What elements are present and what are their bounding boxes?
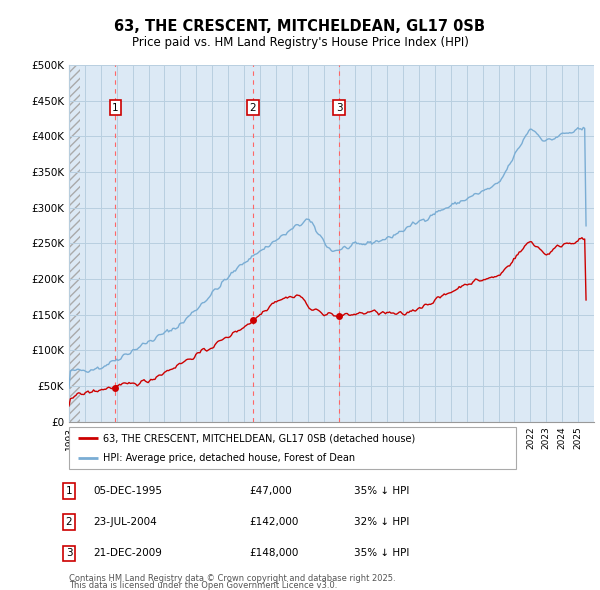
Text: 05-DEC-1995: 05-DEC-1995 — [93, 486, 162, 496]
Text: 63, THE CRESCENT, MITCHELDEAN, GL17 0SB: 63, THE CRESCENT, MITCHELDEAN, GL17 0SB — [115, 19, 485, 34]
Text: 63, THE CRESCENT, MITCHELDEAN, GL17 0SB (detached house): 63, THE CRESCENT, MITCHELDEAN, GL17 0SB … — [103, 433, 415, 443]
Text: 2: 2 — [65, 517, 73, 527]
Text: 1: 1 — [112, 103, 119, 113]
Point — [248, 316, 257, 325]
Text: £142,000: £142,000 — [249, 517, 298, 527]
Text: 35% ↓ HPI: 35% ↓ HPI — [354, 486, 409, 496]
Text: 21-DEC-2009: 21-DEC-2009 — [93, 549, 162, 558]
Text: 35% ↓ HPI: 35% ↓ HPI — [354, 549, 409, 558]
Point — [334, 312, 344, 321]
FancyBboxPatch shape — [69, 427, 516, 469]
Bar — [69, 65, 80, 422]
Point — [110, 384, 120, 393]
Text: £47,000: £47,000 — [249, 486, 292, 496]
Text: Price paid vs. HM Land Registry's House Price Index (HPI): Price paid vs. HM Land Registry's House … — [131, 36, 469, 49]
Text: 32% ↓ HPI: 32% ↓ HPI — [354, 517, 409, 527]
Text: Contains HM Land Registry data © Crown copyright and database right 2025.: Contains HM Land Registry data © Crown c… — [69, 573, 395, 583]
Text: 3: 3 — [65, 549, 73, 558]
Text: This data is licensed under the Open Government Licence v3.0.: This data is licensed under the Open Gov… — [69, 581, 337, 590]
Text: 23-JUL-2004: 23-JUL-2004 — [93, 517, 157, 527]
Text: 2: 2 — [250, 103, 256, 113]
Text: £148,000: £148,000 — [249, 549, 298, 558]
Text: 1: 1 — [65, 486, 73, 496]
Text: 3: 3 — [335, 103, 342, 113]
Text: HPI: Average price, detached house, Forest of Dean: HPI: Average price, detached house, Fore… — [103, 453, 355, 463]
